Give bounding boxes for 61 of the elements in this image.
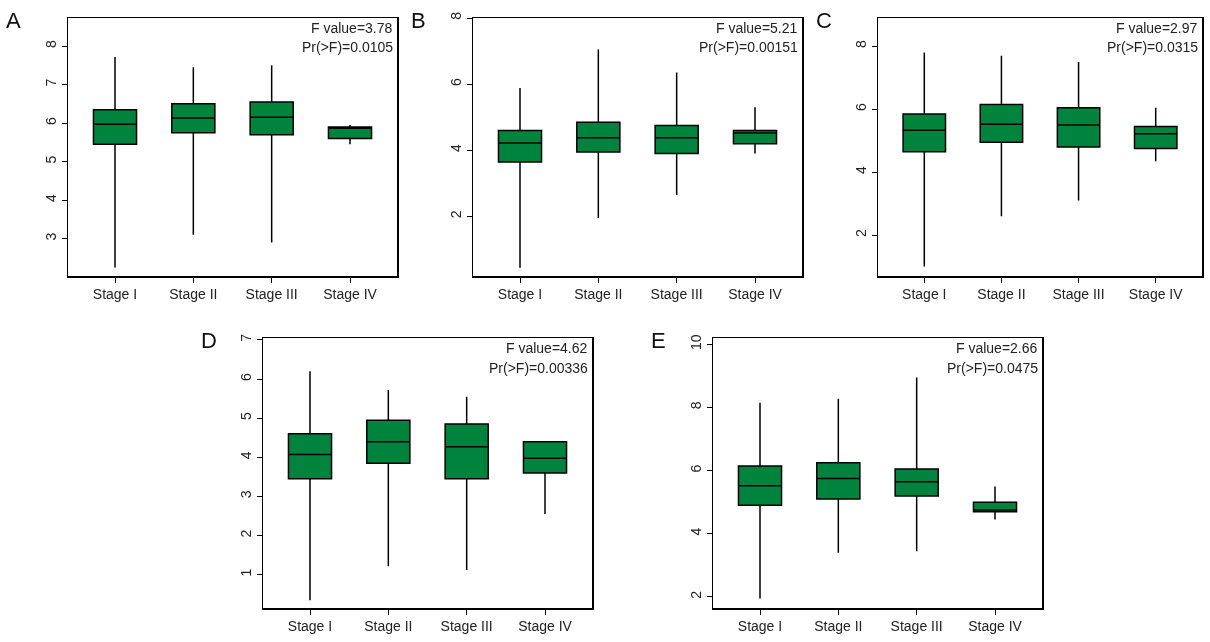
y-tick-label: 4 — [447, 144, 464, 153]
annotation: F value=2.66 — [956, 340, 1038, 356]
annotation: F value=5.21 — [716, 20, 798, 36]
y-tick-label: 8 — [852, 40, 869, 49]
x-tick-label: Stage IV — [518, 618, 573, 635]
x-tick-label: Stage II — [364, 618, 413, 635]
y-tick-label: 8 — [42, 39, 59, 48]
x-tick-label: Stage III — [890, 618, 943, 635]
x-tick-label: Stage III — [1052, 286, 1105, 303]
y-tick-label: 2 — [447, 210, 464, 219]
x-tick-label: Stage I — [902, 286, 947, 303]
y-tick-label: 3 — [42, 232, 59, 241]
y-tick-label: 1 — [237, 568, 254, 577]
y-tick-label: 8 — [687, 401, 704, 410]
y-tick-label: 6 — [42, 116, 59, 125]
x-tick-label: Stage III — [650, 286, 703, 303]
y-tick-label: 7 — [42, 78, 59, 87]
y-tick-label: 4 — [237, 451, 254, 460]
chart-title: C — [816, 7, 832, 33]
x-tick-label: Stage II — [169, 286, 218, 303]
y-tick-label: 4 — [42, 193, 59, 202]
y-tick-label: 2 — [852, 228, 869, 237]
chart-title: E — [651, 328, 666, 354]
x-tick-label: Stage II — [574, 286, 623, 303]
x-tick-label: Stage III — [440, 618, 493, 635]
annotation: Pr(>F)=0.0315 — [1107, 39, 1199, 55]
annotation: Pr(>F)=0.0105 — [302, 39, 394, 55]
chart-title: B — [411, 7, 426, 33]
x-tick-label: Stage II — [814, 618, 863, 635]
y-tick-label: 6 — [852, 103, 869, 112]
y-tick-label: 6 — [447, 77, 464, 86]
annotation: Pr(>F)=0.0475 — [947, 360, 1039, 376]
x-tick-label: Stage IV — [968, 618, 1023, 635]
y-tick-label: 2 — [237, 529, 254, 538]
y-tick-label: 4 — [852, 165, 869, 174]
y-tick-label: 3 — [237, 490, 254, 499]
y-tick-label: 5 — [237, 412, 254, 421]
annotation: F value=2.97 — [1116, 20, 1198, 36]
annotation: F value=4.62 — [506, 340, 588, 356]
y-tick-label: 2 — [687, 590, 704, 599]
annotation: Pr(>F)=0.00336 — [489, 360, 589, 376]
chart-title: A — [6, 7, 22, 33]
y-tick-label: 8 — [447, 11, 464, 20]
x-tick-label: Stage IV — [728, 286, 783, 303]
x-tick-label: Stage IV — [1128, 286, 1184, 303]
chart-title: D — [201, 328, 217, 354]
y-tick-label: 7 — [237, 333, 254, 342]
y-tick-label: 6 — [687, 464, 704, 473]
x-tick-label: Stage III — [245, 286, 298, 303]
x-tick-label: Stage II — [977, 286, 1026, 303]
x-tick-label: Stage I — [287, 618, 333, 635]
x-tick-label: Stage I — [92, 286, 138, 303]
x-tick-label: Stage I — [737, 618, 783, 635]
annotation: Pr(>F)=0.00151 — [699, 39, 799, 55]
y-tick-label: 6 — [237, 372, 254, 381]
y-tick-label: 4 — [687, 527, 704, 536]
x-tick-label: Stage IV — [323, 286, 378, 303]
x-tick-label: Stage I — [497, 286, 543, 303]
y-tick-label: 5 — [42, 155, 59, 164]
annotation: F value=3.78 — [311, 20, 393, 36]
y-tick-label: 10 — [687, 334, 704, 351]
